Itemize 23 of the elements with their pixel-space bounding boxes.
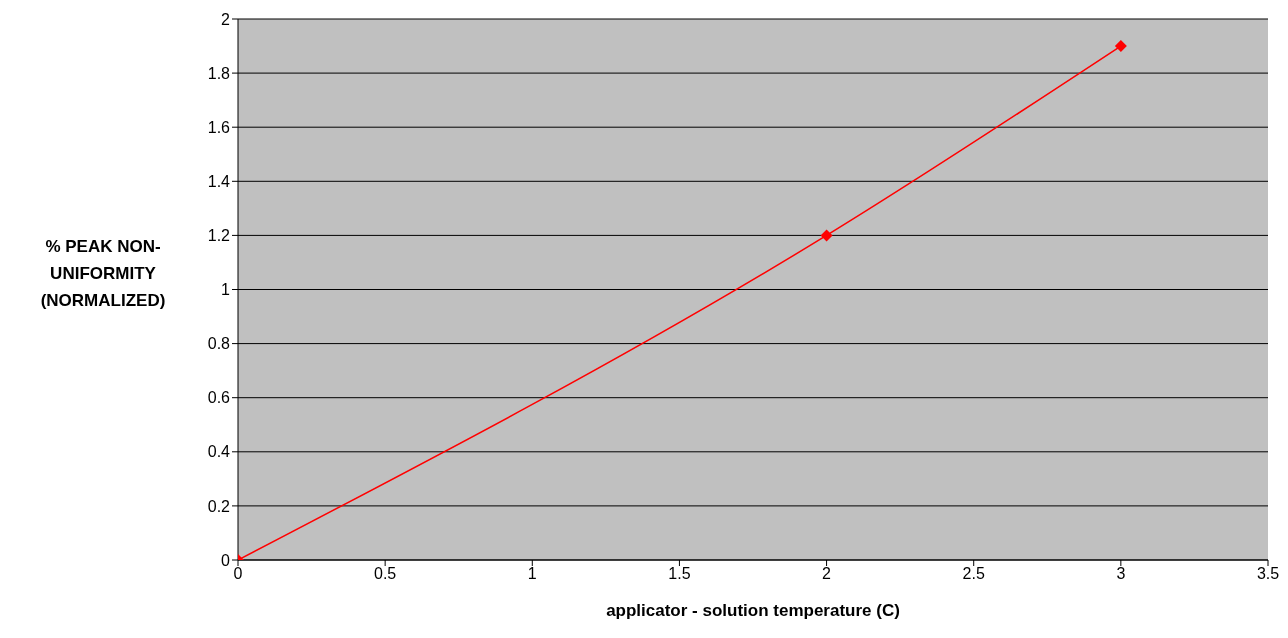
point [820, 229, 833, 242]
y-tick-label: 1.6 [207, 118, 231, 136]
y-tick-label: 0 [221, 551, 231, 569]
point [1114, 40, 1127, 53]
y-axis-title: % PEAK NON-UNIFORMITY (NORMALIZED) [39, 236, 167, 312]
x-tick-label: 0 [233, 565, 243, 583]
x-tick-label: 3.5 [1256, 565, 1280, 583]
y-tick-label: 1.2 [207, 227, 231, 245]
y-tick-label: 0.4 [207, 443, 231, 461]
x-tick-label: 3 [1116, 565, 1126, 583]
x-axis-title: applicator - solution temperature (C) [606, 601, 900, 620]
y-tick-label: 0.6 [207, 389, 231, 407]
y-tick-label: 2 [221, 10, 231, 28]
y-tick-label: 1.8 [207, 64, 231, 82]
y-tick-label: 0.8 [207, 335, 231, 353]
y-tick-label: 1.4 [207, 172, 231, 190]
y-tick-label: 1 [221, 281, 231, 299]
x-tick-label: 2.5 [962, 565, 985, 583]
x-tick-label: 2 [822, 565, 832, 583]
x-tick-label: 1 [527, 565, 537, 583]
x-tick-label: 0.5 [374, 565, 397, 583]
x-tick-label: 1.5 [668, 565, 691, 583]
y-tick-label: 0.2 [207, 497, 231, 515]
